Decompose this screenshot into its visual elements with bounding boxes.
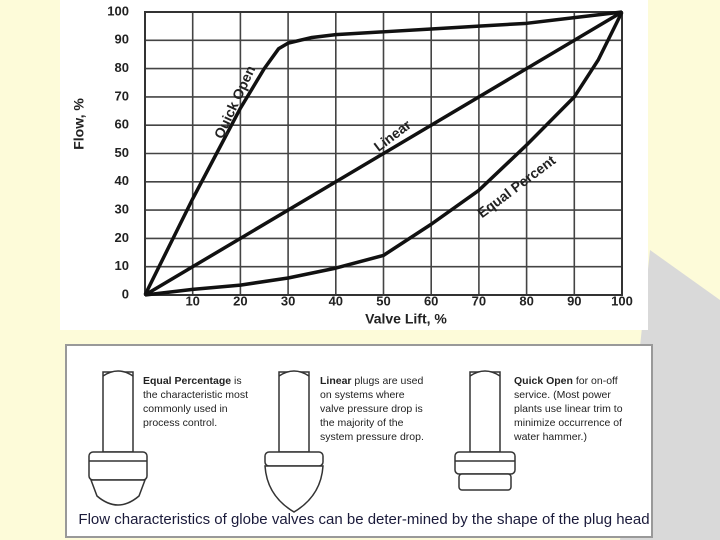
plot-frame	[144, 11, 623, 296]
y-tick-label: 90	[115, 32, 129, 47]
y-tick-label: 40	[115, 173, 129, 188]
plug-description: Linear plugs are used on systems where v…	[320, 374, 428, 444]
curve-label: Quick Open	[211, 63, 259, 141]
y-tick-label: 30	[115, 202, 129, 217]
y-axis-label: Flow, %	[71, 98, 87, 150]
plug-panel: Equal Percentage is the characteristic m…	[65, 344, 653, 538]
y-tick-label: 70	[115, 88, 129, 103]
curve	[143, 10, 623, 296]
x-tick-label: 80	[519, 293, 533, 308]
plug-name: Equal Percentage	[143, 375, 232, 387]
plug-quick-open	[454, 370, 516, 491]
y-tick-label: 20	[115, 230, 129, 245]
plug-text: for on-off service. (Most power plants u…	[514, 375, 623, 443]
curve	[144, 11, 624, 297]
plug-name: Quick Open	[514, 375, 573, 387]
caption: Flow characteristics of globe valves can…	[78, 511, 650, 528]
y-tick-label: 60	[115, 117, 129, 132]
plug-equal-percentage	[88, 370, 148, 506]
x-tick-label: 60	[424, 293, 438, 308]
x-axis-label: Valve Lift, %	[365, 311, 447, 327]
x-tick-label: 90	[567, 293, 581, 308]
y-tick-label: 100	[107, 3, 129, 18]
curve	[144, 10, 623, 297]
y-tick-label: 80	[115, 60, 129, 75]
x-tick-label: 50	[376, 293, 390, 308]
x-tick-label: 40	[329, 293, 343, 308]
x-tick-label: 100	[611, 293, 633, 308]
x-tick-label: 70	[472, 293, 486, 308]
plug-name: Linear	[320, 375, 352, 387]
y-tick-label: 50	[115, 145, 129, 160]
plug-linear	[264, 370, 324, 513]
plug-drawings	[88, 370, 516, 513]
x-tick-label: 20	[233, 293, 247, 308]
chart: Flow, % Valve Lift, % 0 10 20 30 40 50 60 70 80 9…	[60, 0, 648, 330]
y-tick-label: 10	[115, 258, 129, 273]
y-tick-label: 0	[122, 286, 129, 301]
plug-description: Equal Percentage is the characteristic m…	[143, 374, 251, 430]
plug-description: Quick Open for on-off service. (Most pow…	[514, 374, 639, 444]
plug-text: is the characteristic most commonly used…	[143, 375, 249, 429]
x-tick-label: 30	[281, 293, 295, 308]
x-tick-label: 10	[185, 293, 199, 308]
plug-text: plugs are used on systems where valve pr…	[320, 375, 424, 443]
